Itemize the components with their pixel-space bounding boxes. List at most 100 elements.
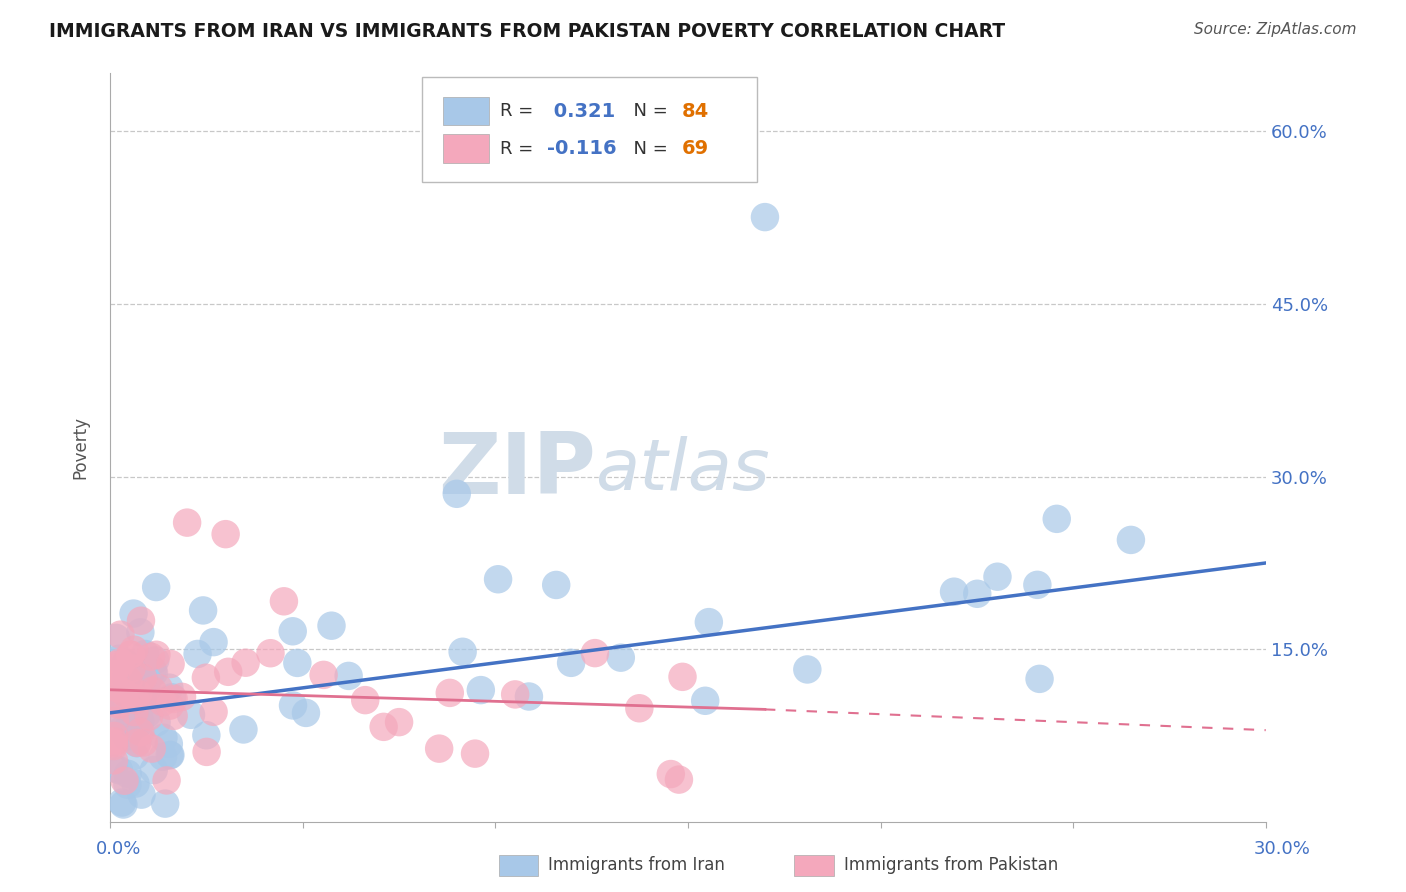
Point <box>103 658 125 673</box>
Point <box>103 734 125 748</box>
Text: atlas: atlas <box>596 435 770 505</box>
Point <box>117 778 139 792</box>
Point <box>194 671 217 685</box>
Point <box>115 671 138 685</box>
Point <box>122 607 145 621</box>
Point <box>159 698 181 713</box>
Point <box>125 736 148 750</box>
Point <box>486 572 509 586</box>
Point <box>124 691 146 706</box>
Point <box>111 796 134 810</box>
Point <box>118 681 141 696</box>
Point <box>114 686 136 700</box>
Text: 69: 69 <box>682 139 709 158</box>
Text: N =: N = <box>621 103 673 120</box>
Point <box>427 741 450 756</box>
Point <box>103 739 125 753</box>
Point <box>117 673 139 688</box>
Text: ZIP: ZIP <box>437 429 596 512</box>
Point <box>195 745 218 759</box>
FancyBboxPatch shape <box>422 77 758 182</box>
Point <box>110 655 132 669</box>
Point <box>120 673 142 688</box>
Point <box>281 698 304 713</box>
Point <box>354 693 377 707</box>
Point <box>160 690 183 705</box>
Point <box>337 669 360 683</box>
Point <box>659 767 682 781</box>
Point <box>546 578 568 592</box>
Point <box>285 656 308 670</box>
Point <box>115 730 138 744</box>
Point <box>112 797 135 812</box>
Text: -0.116: -0.116 <box>547 139 617 158</box>
Point <box>142 683 165 698</box>
Point <box>145 580 167 594</box>
Point <box>986 570 1008 584</box>
Point <box>259 646 281 660</box>
Point <box>1026 578 1049 592</box>
Point <box>202 705 225 719</box>
Text: N =: N = <box>621 140 673 158</box>
Point <box>125 723 148 737</box>
Point <box>103 677 125 691</box>
Point <box>111 723 134 737</box>
Point <box>104 692 127 706</box>
Point <box>132 687 155 701</box>
Point <box>439 686 461 700</box>
Point <box>610 650 633 665</box>
Point <box>373 720 395 734</box>
Point <box>145 715 167 730</box>
Point <box>125 701 148 715</box>
Point <box>695 694 717 708</box>
FancyBboxPatch shape <box>443 135 489 163</box>
Point <box>628 701 651 715</box>
Point <box>132 671 155 685</box>
Point <box>187 647 209 661</box>
Point <box>139 649 162 664</box>
Point <box>141 741 163 756</box>
Point <box>180 707 202 722</box>
Point <box>217 665 239 679</box>
Point <box>142 763 165 777</box>
Text: Immigrants from Pakistan: Immigrants from Pakistan <box>844 856 1057 874</box>
Text: R =: R = <box>499 103 538 120</box>
Point <box>129 614 152 628</box>
Point <box>105 631 128 645</box>
Point <box>107 681 129 696</box>
Point <box>159 657 181 671</box>
Point <box>195 728 218 742</box>
Point <box>122 665 145 680</box>
Point <box>583 646 606 660</box>
Point <box>162 691 184 706</box>
Point <box>124 718 146 732</box>
Point <box>118 718 141 732</box>
Text: 0.0%: 0.0% <box>96 840 141 858</box>
Point <box>124 748 146 763</box>
Point <box>125 694 148 708</box>
Text: 84: 84 <box>682 102 710 120</box>
Point <box>214 527 236 541</box>
Point <box>153 797 176 811</box>
Point <box>446 487 468 501</box>
Text: 30.0%: 30.0% <box>1254 840 1310 858</box>
Point <box>273 594 295 608</box>
Point <box>103 706 125 721</box>
Point <box>122 642 145 657</box>
Point <box>124 776 146 790</box>
Point <box>103 667 125 681</box>
Point <box>796 663 818 677</box>
Point <box>142 665 165 680</box>
Point <box>312 668 335 682</box>
Point <box>129 714 152 729</box>
Point <box>117 766 139 780</box>
Point <box>134 647 156 661</box>
Point <box>943 584 966 599</box>
Point <box>103 761 125 775</box>
Point <box>103 736 125 750</box>
Point <box>152 695 174 709</box>
Point <box>131 679 153 693</box>
Point <box>202 635 225 649</box>
Point <box>232 723 254 737</box>
Point <box>104 714 127 728</box>
